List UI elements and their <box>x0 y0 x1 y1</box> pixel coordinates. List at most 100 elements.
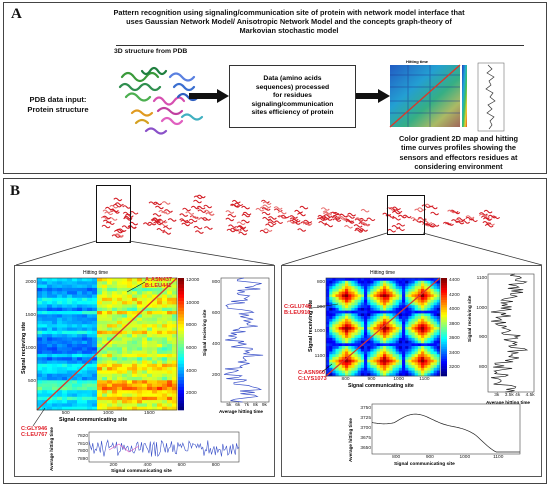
heatmap-cell <box>162 403 168 407</box>
heatmap-cell <box>172 327 178 332</box>
heatmap-cell <box>142 327 148 332</box>
heatmap-cell <box>112 324 118 328</box>
heatmap-cell <box>142 400 148 404</box>
heatmap-cell <box>402 367 406 371</box>
heatmap-cell <box>417 370 422 374</box>
colorbar-step <box>178 396 184 401</box>
heatmap-cell <box>386 348 390 352</box>
colorbar-step <box>441 339 447 342</box>
heatmap-cell <box>335 343 339 347</box>
heatmap-cell <box>433 343 438 347</box>
heatmap-cell <box>137 314 143 318</box>
heatmap-cell <box>417 302 422 306</box>
heatmap-cell <box>424 294 428 298</box>
heatmap-cell <box>421 280 425 284</box>
heatmap-cell <box>87 350 93 355</box>
heatmap-cell <box>395 359 400 363</box>
heatmap-cell <box>405 365 409 369</box>
heatmap-cell <box>392 307 396 311</box>
heatmap-cell <box>329 327 333 331</box>
heatmap-cell <box>97 377 103 381</box>
heatmap-cell <box>326 310 330 314</box>
heatmap-cell <box>52 311 58 315</box>
heatmap-cell <box>52 337 58 341</box>
heatmap-cell <box>417 337 422 341</box>
heatmap-cell <box>62 334 68 338</box>
left-profile-xticks: 5k 6k 7k 8k 9k <box>221 403 269 409</box>
heatmap-cell <box>370 291 374 295</box>
left-annotation-pointers <box>32 281 146 427</box>
protein-helix-mark <box>430 223 440 227</box>
heatmap-cell <box>351 367 355 371</box>
heatmap-cell <box>52 281 58 285</box>
colorbar-step <box>178 370 184 374</box>
heatmap-cell <box>122 367 128 371</box>
heatmap-cell <box>157 294 163 299</box>
heatmap-cell <box>57 324 63 328</box>
colorbar-step <box>178 314 184 318</box>
colorbar-step <box>178 400 184 404</box>
heatmap-cell <box>398 316 403 320</box>
heatmap-cell <box>417 356 422 360</box>
process-line-5: sites efficiency of protein <box>251 109 334 117</box>
heatmap-cell <box>379 318 384 322</box>
protein-helix-mark <box>148 201 158 205</box>
heatmap-cell <box>408 348 412 352</box>
heatmap-cell <box>42 350 48 355</box>
heatmap-cell <box>433 356 438 360</box>
heatmap-cell <box>383 348 387 352</box>
protein-helix-mark <box>425 223 435 228</box>
heatmap-cell <box>132 294 138 299</box>
heatmap-cell <box>379 367 384 371</box>
heatmap-cell <box>142 317 148 322</box>
heatmap-cell <box>395 351 400 355</box>
heatmap-cell <box>132 357 138 361</box>
heatmap-cell <box>62 307 68 312</box>
heatmap-cell <box>167 400 173 404</box>
protein-helix-mark <box>181 222 191 227</box>
heatmap-cell <box>157 367 163 371</box>
heatmap-cell <box>345 346 349 350</box>
heatmap-cell <box>112 304 118 308</box>
heatmap-cell <box>147 284 153 289</box>
heatmap-cell <box>379 356 384 360</box>
heatmap-cell <box>367 321 371 325</box>
heatmap-cell <box>127 297 133 302</box>
heatmap-cell <box>67 317 73 322</box>
heatmap-cell <box>383 370 387 374</box>
heatmap-cell <box>162 291 168 295</box>
left-ann-top-1: A:ASN437 <box>145 277 173 283</box>
heatmap-cell <box>92 406 98 411</box>
heatmap-cell <box>147 367 153 371</box>
heatmap-cell <box>137 324 143 328</box>
heatmap-cell <box>427 340 431 344</box>
heatmap-cell <box>107 357 113 361</box>
heatmap-cell <box>414 335 419 339</box>
heatmap-cell <box>424 354 428 358</box>
protein-helix-mark <box>391 225 401 229</box>
heatmap-cell <box>357 337 362 341</box>
heatmap-cell <box>67 311 73 315</box>
heatmap-cell <box>132 373 138 378</box>
heatmap-cell <box>424 286 428 290</box>
heatmap-cell <box>357 310 362 314</box>
heatmap-cell <box>395 278 400 282</box>
heatmap-cell <box>421 354 425 358</box>
heatmap-cell <box>411 343 415 347</box>
heatmap-cell <box>132 350 138 355</box>
heatmap-cell <box>62 311 68 315</box>
heatmap-cell <box>132 396 138 401</box>
heatmap-cell <box>386 294 390 298</box>
heatmap-cell <box>430 324 434 328</box>
title-underline <box>116 45 524 46</box>
process-line-4: signaling/communication <box>251 100 334 108</box>
heatmap-cell <box>354 370 358 374</box>
heatmap-cell <box>42 314 48 318</box>
heatmap-cell <box>147 396 153 401</box>
heatmap-cell <box>433 332 438 336</box>
heatmap-cell <box>67 337 73 341</box>
heatmap-cell <box>87 383 93 388</box>
heatmap-cell <box>42 370 48 374</box>
heatmap-cell <box>122 373 128 378</box>
heatmap-cell <box>408 359 412 363</box>
